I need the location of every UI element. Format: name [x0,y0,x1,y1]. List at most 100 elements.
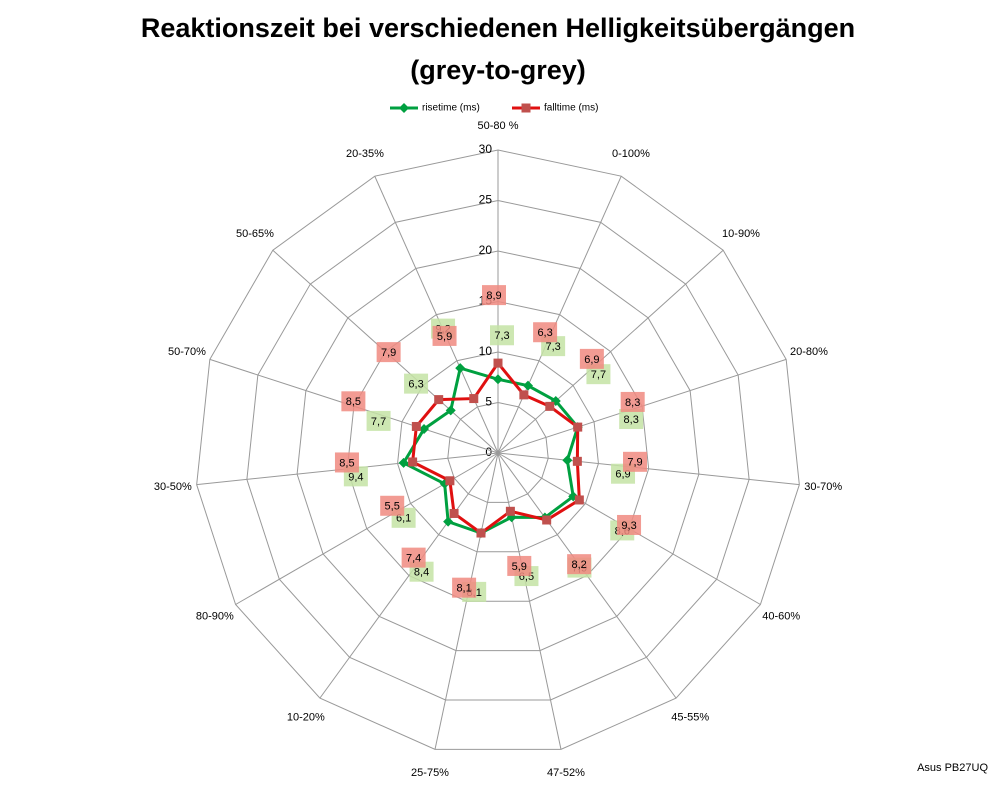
data-label: 8,3 [624,414,639,426]
legend-marker [521,103,531,113]
data-label-box [401,547,426,568]
data-label: 7,9 [381,347,396,359]
chart-title: Reaktionszeit bei verschiedenen Helligke… [141,13,855,43]
data-label: 8,4 [414,567,429,579]
category-label: 10-90% [722,228,760,240]
y-tick-label: 5 [485,395,492,409]
credit: Asus PB27UQ [917,762,988,774]
spoke [497,249,724,454]
data-label-box [341,391,366,412]
marker [493,358,503,368]
data-label-box [452,577,477,598]
data-label-box [620,391,645,412]
data-label: 9,4 [348,471,363,483]
data-label-box [366,410,391,431]
data-label-box [334,452,359,473]
data-label: 5,5 [385,501,400,513]
legend-label: risetime (ms) [422,103,480,114]
category-label: 40-60% [762,610,800,622]
grid-ring [296,250,700,652]
data-label: 8,1 [456,583,471,595]
grid-ring [447,401,549,503]
marker [519,390,529,400]
data-label-box [404,373,429,394]
marker [562,455,573,466]
chart-title: (grey-to-grey) [410,55,586,85]
marker [505,506,515,516]
marker [434,395,444,405]
grid-ring [246,199,750,701]
data-label: 8,5 [339,457,354,469]
category-label: 45-55% [671,711,709,723]
marker [445,405,456,416]
data-label: 8,9 [486,290,501,302]
spoke [374,175,499,454]
data-label-box [533,322,558,343]
marker [542,515,552,525]
series-line [411,360,581,535]
y-tick-label: 20 [479,243,493,257]
marker [411,421,421,431]
grid-ring [346,300,650,602]
spoke [497,452,800,486]
legend-marker [399,103,409,113]
series-line [401,366,580,535]
data-label: 7,7 [371,416,386,428]
data-label-box [507,555,532,576]
data-label: 6,3 [408,379,423,391]
category-label: 30-70% [804,481,842,493]
data-label: 5,9 [512,561,527,573]
y-tick-label: 25 [479,193,493,207]
y-tick-label: 0 [485,445,492,459]
legend-label: falltime (ms) [544,103,598,114]
marker [469,394,479,404]
marker [455,363,466,374]
data-label-box [482,285,506,306]
marker [476,528,486,538]
marker [443,516,454,527]
data-label-box [579,348,604,369]
category-label: 50-65% [236,228,274,240]
category-label: 20-80% [790,346,828,358]
data-label-box [567,554,592,575]
marker [445,476,455,486]
data-label: 7,3 [545,341,560,353]
category-label: 50-80 % [478,120,519,132]
data-label: 7,4 [406,553,421,565]
spoke [497,452,562,750]
data-label: 7,7 [591,369,606,381]
marker [574,495,584,505]
data-label: 8,3 [625,397,640,409]
spoke [497,175,622,454]
data-label: 7,9 [627,457,642,469]
data-label-box [617,514,642,535]
marker [408,457,418,467]
data-label-box [376,342,401,363]
category-label: 25-75% [411,767,449,779]
data-label-box [432,325,457,346]
data-label: 8,5 [346,396,361,408]
marker [522,380,533,391]
marker [573,422,583,432]
category-label: 0-100% [612,148,650,160]
y-tick-label: 10 [479,344,493,358]
category-label: 80-90% [196,610,234,622]
marker [398,457,409,468]
data-label-box [380,495,405,516]
grid-ring [196,149,800,750]
category-label: 50-70% [168,346,206,358]
marker [449,508,459,518]
data-label-box [586,364,611,385]
marker [545,401,555,411]
spoke [319,452,499,699]
data-label: 9,3 [621,520,636,532]
data-label-box [623,451,648,472]
data-label: 5,9 [437,331,452,343]
category-label: 47-52% [547,767,585,779]
data-label: 7,3 [494,330,509,342]
y-tick-label: 30 [479,142,493,156]
data-label: 8,2 [571,559,586,571]
marker [572,456,582,466]
